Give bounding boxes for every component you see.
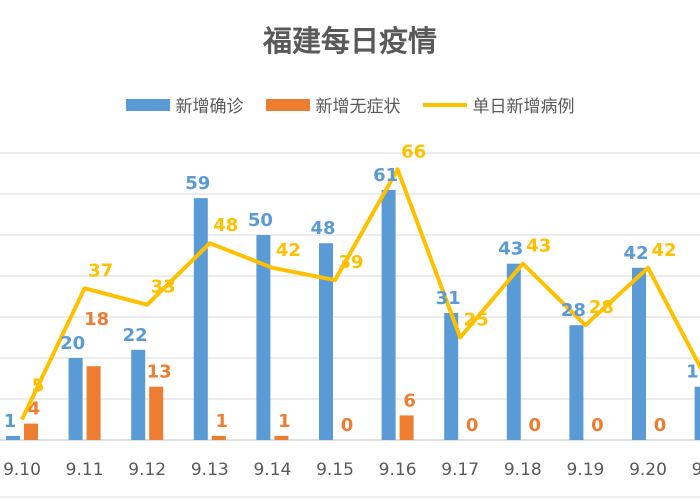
data-label-confirmed: 61 xyxy=(373,165,398,186)
bar-asymptomatic xyxy=(274,435,289,440)
data-label-asymptomatic: 0 xyxy=(529,415,542,436)
data-label-asymptomatic: 6 xyxy=(403,390,416,411)
data-label-confirmed: 59 xyxy=(185,173,210,194)
data-label-confirmed: 48 xyxy=(310,218,335,239)
data-label-daily-total: 33 xyxy=(151,277,176,298)
bar-confirmed xyxy=(6,435,20,440)
data-label-confirmed: 22 xyxy=(123,325,148,346)
data-label-asymptomatic: 4 xyxy=(28,399,41,420)
data-label-asymptomatic: 0 xyxy=(654,415,667,436)
x-tick-label: 9.11 xyxy=(66,460,104,480)
bar-asymptomatic xyxy=(86,366,101,440)
bar-confirmed xyxy=(131,349,146,440)
data-label-confirmed: 28 xyxy=(561,300,586,321)
bar-confirmed xyxy=(694,386,700,440)
x-tick-label: 9.10 xyxy=(3,460,41,480)
legend-swatch xyxy=(125,98,170,111)
bar-asymptomatic xyxy=(399,415,414,440)
data-label-asymptomatic: 0 xyxy=(591,415,604,436)
data-label-daily-total: 43 xyxy=(526,236,551,257)
bar-asymptomatic xyxy=(211,435,226,440)
x-tick-label: 9.12 xyxy=(128,460,166,480)
x-tick-label: 9.19 xyxy=(566,460,604,480)
data-label-asymptomatic: 1 xyxy=(278,411,291,432)
x-tick-label: 9.18 xyxy=(504,460,542,480)
legend-swatch xyxy=(265,98,310,111)
data-label-daily-total: 28 xyxy=(589,297,614,318)
data-label-confirmed: 1 xyxy=(4,411,17,432)
line-daily-total xyxy=(20,167,700,421)
data-label-daily-total: 66 xyxy=(401,141,426,162)
bar-confirmed xyxy=(381,189,396,440)
data-label-daily-total: 39 xyxy=(338,252,363,273)
bar-asymptomatic xyxy=(149,386,164,440)
x-tick-label: 9.15 xyxy=(316,460,354,480)
data-label-daily-total: 37 xyxy=(88,260,113,281)
x-tick-label: 9.14 xyxy=(253,460,291,480)
legend-item-confirmed: 新增确诊 xyxy=(125,92,244,117)
data-label-daily-total: 42 xyxy=(276,240,301,261)
legend-label: 新增确诊 xyxy=(175,97,244,117)
legend: 新增确诊 新增无症状 单日新增病例 xyxy=(0,92,700,117)
data-label-daily-total: 48 xyxy=(213,215,238,236)
data-label-asymptomatic: 0 xyxy=(341,415,354,436)
data-label-confirmed: 50 xyxy=(248,210,273,231)
x-tick-label: 9.21 xyxy=(692,460,700,480)
legend-label: 单日新增病例 xyxy=(472,97,575,117)
data-label-daily-total: 42 xyxy=(651,240,676,261)
x-tick-label: 9.17 xyxy=(441,460,479,480)
bar-confirmed xyxy=(569,325,584,440)
data-label-daily-total: 5 xyxy=(32,376,45,397)
legend-label: 新增无症状 xyxy=(315,97,401,117)
data-label-asymptomatic: 18 xyxy=(84,309,109,330)
bar-confirmed xyxy=(506,263,521,440)
x-tick-label: 9.13 xyxy=(191,460,229,480)
data-label-confirmed: 43 xyxy=(498,239,523,260)
data-label-asymptomatic: 13 xyxy=(147,362,172,383)
x-tick-label: 9.16 xyxy=(379,460,417,480)
bar-confirmed xyxy=(193,198,208,440)
data-label-confirmed: 42 xyxy=(623,243,648,264)
bar-confirmed xyxy=(319,243,333,440)
legend-item-daily-total: 单日新增病例 xyxy=(422,92,575,117)
data-label-daily-total: 25 xyxy=(464,310,489,331)
legend-swatch xyxy=(422,102,467,107)
data-label-asymptomatic: 1 xyxy=(216,411,229,432)
data-label-confirmed: 31 xyxy=(436,288,461,309)
bar-confirmed xyxy=(256,235,271,440)
data-label-confirmed: 13 xyxy=(686,362,700,383)
bar-confirmed xyxy=(632,267,646,440)
data-label-confirmed: 20 xyxy=(60,333,85,354)
data-label-asymptomatic: 0 xyxy=(466,415,479,436)
legend-item-asymptomatic: 新增无症状 xyxy=(265,92,401,117)
bar-confirmed xyxy=(444,312,459,440)
bar-confirmed xyxy=(68,358,83,440)
x-tick-label: 9.20 xyxy=(629,460,667,480)
chart-title: 福建每日疫情 xyxy=(262,24,437,58)
bar-asymptomatic xyxy=(24,423,38,440)
